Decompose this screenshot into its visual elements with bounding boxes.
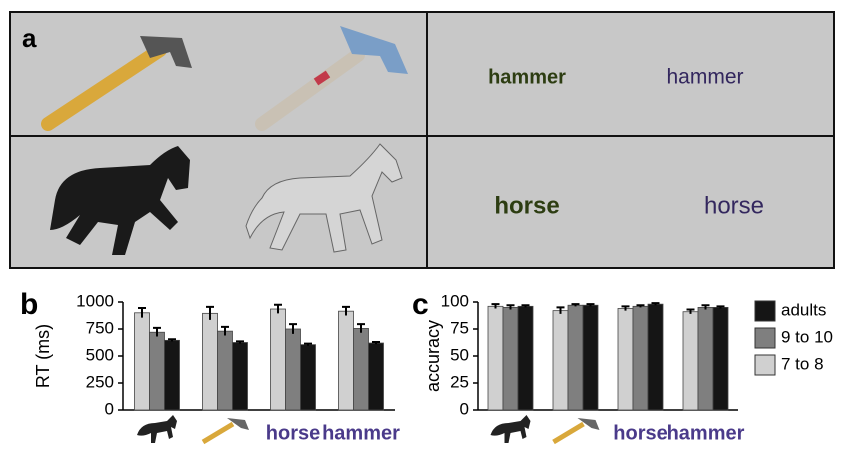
- x-tick-label: horse: [266, 422, 320, 444]
- panel-a: a hammer hammer horse horse: [10, 12, 834, 268]
- y-tick-label: 100: [441, 291, 469, 310]
- y-tick-label: 750: [86, 318, 114, 337]
- word-label: horse: [494, 192, 559, 219]
- legend-label: adults: [781, 300, 826, 319]
- bar: [553, 311, 568, 410]
- bar: [503, 307, 518, 410]
- legend-swatch: [755, 328, 775, 348]
- horse-icon: [137, 415, 177, 443]
- bar: [271, 309, 286, 410]
- bar: [568, 305, 583, 410]
- bar: [648, 304, 663, 410]
- bar: [233, 343, 248, 411]
- legend-label: 7 to 8: [781, 354, 824, 373]
- panel-label: b: [20, 288, 38, 321]
- hammer-icon: [203, 424, 233, 442]
- figure: a hammer hammer horse horse bRT (ms)0250…: [0, 0, 844, 446]
- bar: [354, 328, 369, 410]
- bar: [583, 305, 598, 410]
- panel-label: a: [22, 23, 37, 53]
- x-tick-label: hammer: [322, 422, 400, 444]
- y-tick-label: 50: [450, 345, 469, 364]
- panel-label: c: [412, 288, 429, 321]
- y-axis-label: accuracy: [423, 320, 443, 392]
- bar: [203, 313, 218, 410]
- bar: [165, 340, 180, 410]
- bar: [698, 307, 713, 410]
- word-label: hammer: [666, 66, 743, 89]
- bar: [339, 311, 354, 410]
- y-tick-label: 0: [105, 399, 114, 418]
- legend-swatch: [755, 355, 775, 375]
- bar: [150, 332, 165, 410]
- x-tick-label: horse: [613, 422, 667, 444]
- bar: [713, 307, 728, 410]
- y-tick-label: 0: [460, 399, 469, 418]
- x-tick-label: hammer: [667, 422, 745, 444]
- panel-a-frame: [10, 12, 834, 268]
- y-axis-label: RT (ms): [33, 324, 53, 388]
- y-tick-label: 250: [86, 372, 114, 391]
- horse-icon: [491, 415, 531, 443]
- hammer-icon: [554, 424, 584, 442]
- bar: [618, 308, 633, 410]
- word-label: hammer: [488, 66, 566, 88]
- y-tick-label: 1000: [76, 291, 114, 310]
- bar: [369, 343, 384, 410]
- legend-swatch: [755, 301, 775, 321]
- bar: [218, 331, 233, 410]
- bar: [633, 306, 648, 410]
- bar: [286, 329, 301, 410]
- bar: [518, 306, 533, 410]
- bar: [135, 313, 150, 410]
- bar: [683, 312, 698, 410]
- bar: [301, 345, 316, 410]
- y-tick-label: 500: [86, 345, 114, 364]
- legend-label: 9 to 10: [781, 327, 833, 346]
- word-label: horse: [704, 192, 764, 219]
- bar: [488, 306, 503, 410]
- y-tick-label: 75: [450, 318, 469, 337]
- y-tick-label: 25: [450, 372, 469, 391]
